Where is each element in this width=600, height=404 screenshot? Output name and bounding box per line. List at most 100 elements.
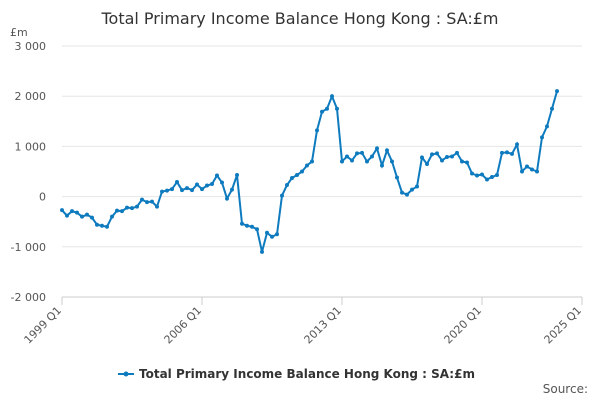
data-point — [295, 173, 299, 178]
data-point — [265, 230, 269, 235]
data-point — [300, 169, 304, 174]
data-point — [90, 215, 94, 220]
data-point — [320, 109, 324, 114]
data-point — [130, 206, 134, 211]
data-point — [150, 199, 154, 204]
data-point — [215, 173, 219, 178]
data-point — [195, 182, 199, 187]
data-point — [380, 163, 384, 168]
data-point — [370, 154, 374, 159]
data-point — [530, 167, 534, 172]
data-point — [475, 173, 479, 178]
data-point — [155, 204, 159, 209]
data-point — [420, 155, 424, 160]
data-point — [110, 214, 114, 219]
data-point — [70, 209, 74, 214]
x-tick-label: 2025 Q1 — [542, 304, 585, 347]
data-point — [165, 188, 169, 193]
data-point — [280, 193, 284, 198]
y-tick-label: -1 000 — [11, 241, 46, 254]
chart-title: Total Primary Income Balance Hong Kong :… — [100, 9, 498, 28]
data-point — [175, 180, 179, 185]
data-point — [65, 213, 69, 218]
data-point — [135, 204, 139, 209]
data-point — [140, 197, 144, 202]
data-point — [535, 169, 539, 174]
x-tick-label: 2020 Q1 — [442, 304, 485, 347]
y-tick-label: 2 000 — [15, 90, 47, 103]
data-point — [440, 158, 444, 163]
data-point — [220, 180, 224, 185]
data-point — [360, 150, 364, 155]
data-point — [170, 187, 174, 192]
data-point — [125, 205, 129, 210]
data-point — [210, 182, 214, 187]
x-tick-label: 2013 Q1 — [302, 304, 345, 347]
data-point — [345, 154, 349, 159]
data-point — [445, 154, 449, 159]
data-point — [185, 186, 189, 191]
series-line — [61, 90, 558, 253]
data-point — [330, 94, 334, 99]
data-point — [355, 151, 359, 156]
y-tick-label: 3 000 — [15, 40, 47, 53]
data-point — [240, 221, 244, 226]
data-point — [455, 150, 459, 155]
data-point — [95, 222, 99, 227]
data-point — [495, 173, 499, 178]
data-point — [270, 234, 274, 239]
y-tick-label: 0 — [39, 191, 46, 204]
data-point — [160, 189, 164, 194]
data-point — [145, 200, 149, 205]
y-tick-label: -2 000 — [11, 291, 46, 304]
data-point — [510, 151, 514, 156]
data-point — [190, 188, 194, 193]
data-point — [245, 223, 249, 228]
data-point — [105, 224, 109, 229]
y-axis-label: £m — [10, 26, 28, 39]
data-point — [490, 175, 494, 180]
x-tick-label: 1999 Q1 — [22, 304, 65, 347]
data-point — [395, 175, 399, 180]
data-point — [115, 208, 119, 213]
data-point — [80, 214, 84, 219]
data-point — [385, 148, 389, 153]
data-point — [450, 154, 454, 159]
data-point — [225, 196, 229, 201]
data-point — [465, 160, 469, 165]
data-point — [350, 158, 354, 163]
data-point — [100, 223, 104, 228]
y-tick-label: 1 000 — [15, 140, 47, 153]
data-point — [400, 190, 404, 195]
data-point — [415, 184, 419, 189]
x-tick-label: 2006 Q1 — [162, 304, 205, 347]
data-point — [235, 173, 239, 178]
data-point — [325, 106, 329, 111]
data-point — [255, 227, 259, 232]
data-point — [315, 128, 319, 133]
data-point — [520, 169, 524, 174]
data-point — [250, 224, 254, 229]
data-point — [425, 161, 429, 166]
data-point — [460, 159, 464, 164]
data-point — [230, 187, 234, 192]
data-point — [485, 177, 489, 182]
legend-marker — [123, 371, 129, 377]
data-point — [405, 192, 409, 197]
data-point — [390, 159, 394, 164]
data-point — [410, 187, 414, 192]
data-point — [285, 183, 289, 188]
data-point — [430, 152, 434, 157]
data-point — [290, 176, 294, 181]
data-point — [335, 106, 339, 111]
data-point — [85, 212, 89, 217]
data-point — [200, 187, 204, 192]
data-point — [540, 135, 544, 140]
data-point — [525, 164, 529, 169]
data-point — [550, 106, 554, 111]
data-point — [375, 146, 379, 151]
data-point — [545, 124, 549, 129]
data-point — [305, 163, 309, 168]
data-point — [500, 150, 504, 155]
